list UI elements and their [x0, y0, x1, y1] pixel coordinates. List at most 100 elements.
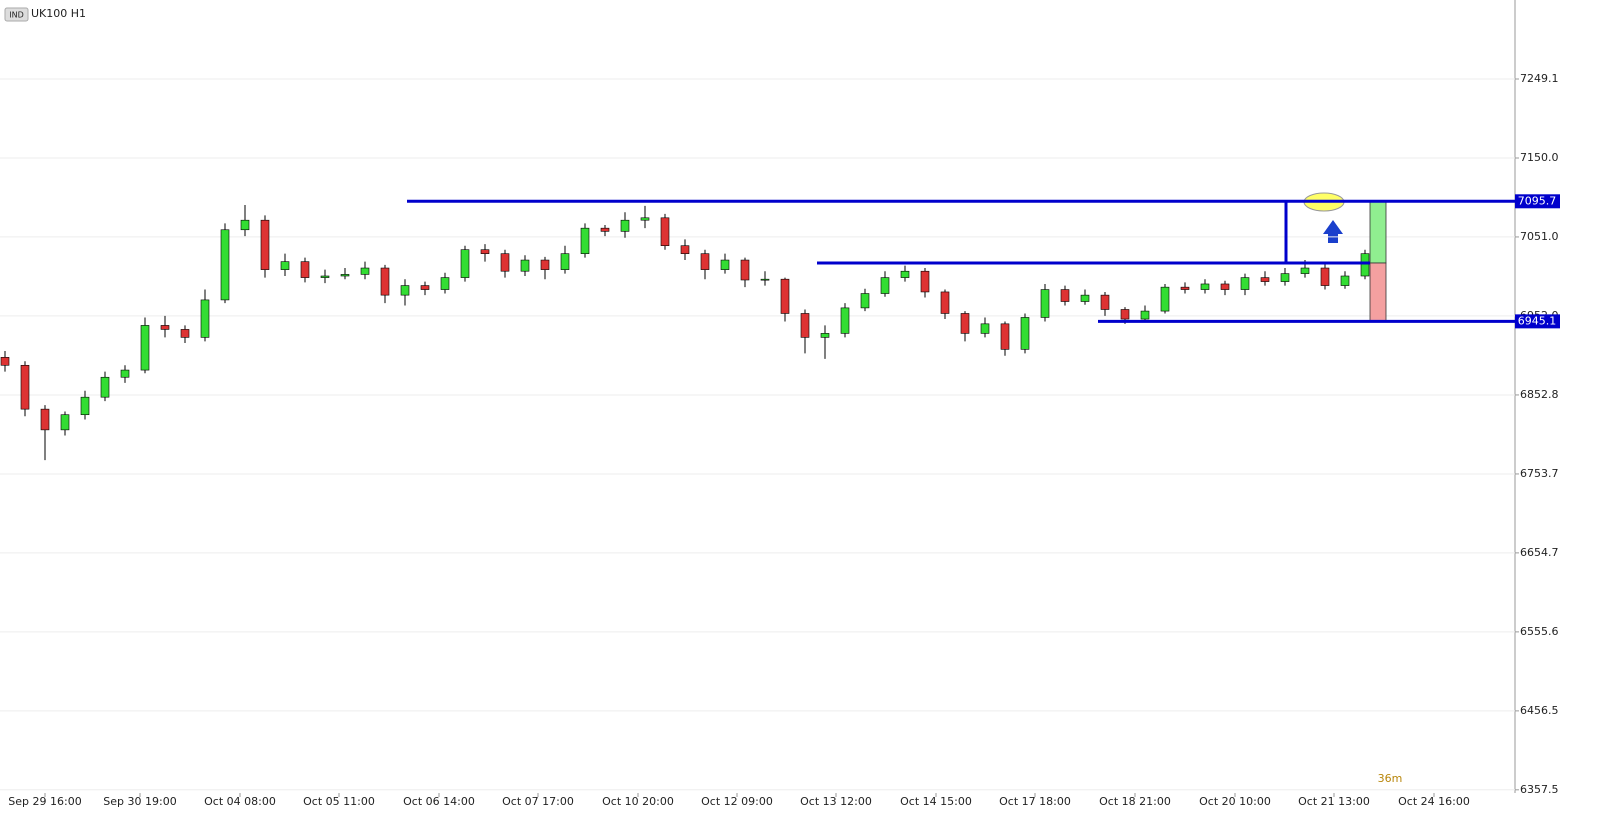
up-arrow [1323, 220, 1343, 243]
x-tick-label: Oct 05 11:00 [303, 795, 375, 808]
x-tick-label: Oct 24 16:00 [1398, 795, 1470, 808]
x-tick-label: Oct 18 21:00 [1099, 795, 1171, 808]
candle-body [480, 249, 490, 254]
level-tag [1515, 314, 1560, 329]
candle-body [140, 325, 150, 371]
y-tick-label: 7249.1 [1520, 72, 1559, 85]
candle-body [840, 307, 850, 334]
candle-body [1260, 277, 1270, 282]
candle-body [780, 278, 790, 314]
y-tick-label: 7150.0 [1520, 151, 1559, 164]
candle-body [1200, 283, 1210, 290]
candle-body [1020, 317, 1030, 350]
candle-body [300, 261, 310, 278]
candle-body [520, 259, 530, 272]
candle-body [1080, 294, 1090, 302]
x-tick-label: Oct 10 20:00 [602, 795, 674, 808]
candle-body [880, 277, 890, 294]
candle-body [1120, 309, 1130, 320]
level-tag [1515, 194, 1560, 209]
candle-body [1140, 310, 1150, 320]
x-tick-label: Sep 29 16:00 [8, 795, 81, 808]
candle-body [660, 217, 670, 247]
candle-body [960, 313, 970, 334]
candle-body [200, 299, 210, 338]
candle-body [620, 219, 630, 232]
candle-body [1000, 323, 1010, 350]
y-tick-label: 6357.5 [1520, 783, 1559, 796]
x-tick-label: Oct 14 15:00 [900, 795, 972, 808]
candle-body [20, 364, 30, 410]
candle-body [60, 414, 70, 431]
y-tick-label: 6852.8 [1520, 388, 1559, 401]
candle-body [1180, 286, 1190, 290]
candle-body [1360, 253, 1370, 277]
candle-body [540, 259, 550, 270]
badge: IND [9, 11, 24, 20]
candle-body [820, 333, 830, 338]
candle-body [1160, 286, 1170, 312]
candle-body [240, 219, 250, 231]
candle-body [1280, 273, 1290, 282]
x-tick-label: Oct 13 12:00 [800, 795, 872, 808]
candle-body [1340, 275, 1350, 286]
candle-body [380, 267, 390, 296]
candle-body [580, 227, 590, 254]
level-tag-label: 6945.1 [1518, 314, 1557, 327]
x-tick-label: Oct 21 13:00 [1298, 795, 1370, 808]
candle-body [1100, 294, 1110, 310]
candle-body [980, 323, 990, 334]
symbol: UK100 H1 [31, 7, 86, 20]
candle-body [1240, 277, 1250, 290]
candle-body [1040, 289, 1050, 318]
x-tick-label: Oct 06 14:00 [403, 795, 475, 808]
y-tick-label: 6456.5 [1520, 704, 1559, 717]
timer: 36m [1378, 772, 1403, 785]
y-tick-label: 6753.7 [1520, 467, 1559, 480]
candle-body [900, 270, 910, 278]
candle-body [800, 313, 810, 338]
candle-body [600, 227, 610, 232]
candle-body [560, 253, 570, 270]
candle-body [940, 291, 950, 314]
candle-body [320, 275, 330, 278]
candle-body [220, 229, 230, 301]
x-tick-label: Oct 17 18:00 [999, 795, 1071, 808]
candle-body [680, 245, 690, 254]
candle-body [260, 219, 270, 270]
candle-body [1220, 283, 1230, 290]
candle-body [160, 325, 170, 330]
target-box [1369, 262, 1387, 322]
candle-body [180, 329, 190, 338]
candle-body [100, 376, 110, 398]
x-tick-label: Oct 07 17:00 [502, 795, 574, 808]
x-tick-label: Oct 04 08:00 [204, 795, 276, 808]
candle-body [700, 253, 710, 270]
candle-body [720, 259, 730, 270]
candle-body [280, 261, 290, 270]
candle-body [40, 408, 50, 431]
candle-body [420, 285, 430, 290]
candle-body [860, 293, 870, 309]
candle-body [0, 357, 10, 366]
y-tick-label: 7051.0 [1520, 230, 1559, 243]
candle-body [920, 270, 930, 293]
y-tick-label: 6555.6 [1520, 625, 1559, 638]
candle-body [760, 278, 770, 281]
candle-body [440, 277, 450, 290]
candle-body [460, 249, 470, 278]
candle-body [360, 267, 370, 275]
x-tick-label: Sep 30 19:00 [103, 795, 176, 808]
candle-body [640, 217, 650, 221]
candle-body [1060, 289, 1070, 302]
x-tick-label: Oct 20 10:00 [1199, 795, 1271, 808]
candle-body [500, 253, 510, 272]
candle-body [340, 274, 350, 277]
candle-body [120, 369, 130, 378]
candle-body [740, 259, 750, 281]
candle-body [400, 285, 410, 296]
candle-body [1320, 267, 1330, 286]
badge-box [4, 7, 29, 22]
candle-body [1300, 267, 1310, 274]
